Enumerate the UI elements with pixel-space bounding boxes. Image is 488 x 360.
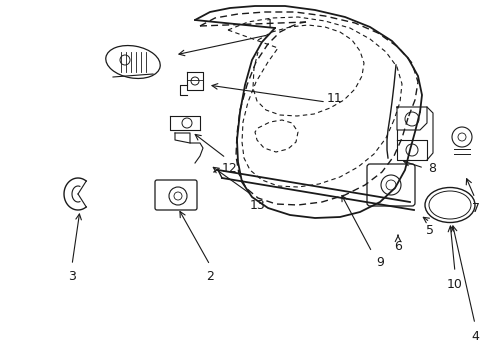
Text: 8: 8: [427, 162, 435, 175]
Text: 11: 11: [326, 91, 342, 104]
Text: 13: 13: [250, 198, 265, 212]
Text: 2: 2: [205, 270, 214, 284]
Text: 7: 7: [471, 202, 479, 215]
Text: 6: 6: [393, 240, 401, 253]
Text: 12: 12: [222, 162, 237, 175]
Text: 10: 10: [446, 279, 462, 292]
Text: 4: 4: [470, 330, 478, 343]
Text: 3: 3: [68, 270, 76, 284]
Text: 9: 9: [375, 256, 383, 270]
Text: 1: 1: [265, 18, 273, 31]
Text: 5: 5: [425, 224, 433, 237]
